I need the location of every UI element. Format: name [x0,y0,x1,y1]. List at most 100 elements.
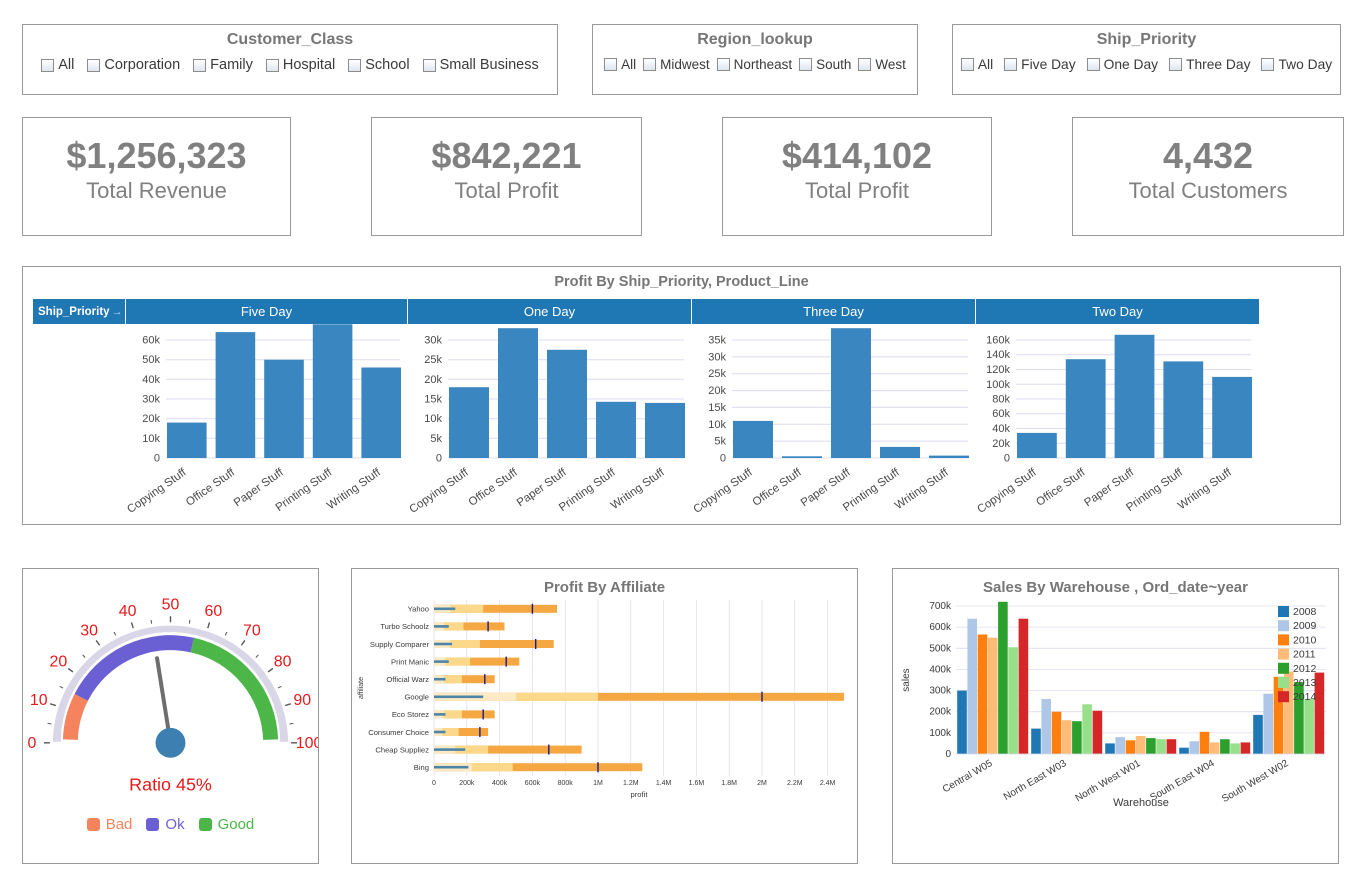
svg-text:400k: 400k [929,664,952,675]
svg-text:1.4M: 1.4M [656,780,672,787]
svg-text:Copying Stuff: Copying Stuff [407,466,471,516]
svg-text:Writing Stuff: Writing Stuff [609,466,668,512]
svg-text:Office Stuff: Office Stuff [1034,466,1088,509]
svg-text:90: 90 [293,692,311,709]
svg-text:1.2M: 1.2M [623,780,639,787]
svg-text:20k: 20k [992,438,1010,450]
svg-text:50: 50 [162,596,180,613]
svg-text:60k: 60k [992,408,1010,420]
svg-text:30k: 30k [142,394,160,406]
svg-text:5k: 5k [430,433,442,445]
svg-text:60: 60 [204,603,222,620]
svg-text:400k: 400k [492,780,508,787]
svg-text:Cheap Suppliez: Cheap Suppliez [375,745,429,754]
svg-text:profit: profit [631,790,649,799]
svg-text:10k: 10k [424,413,442,425]
svg-text:Official Warz: Official Warz [386,675,429,684]
svg-text:40k: 40k [142,374,160,386]
svg-text:120k: 120k [986,364,1010,376]
svg-text:80k: 80k [992,394,1010,406]
svg-text:30k: 30k [708,351,726,363]
svg-text:North East W03: North East W03 [1002,758,1069,803]
svg-text:5k: 5k [714,436,726,448]
svg-text:600k: 600k [929,622,952,633]
svg-text:0: 0 [436,453,442,465]
svg-text:Bing: Bing [414,763,429,772]
svg-text:15k: 15k [708,402,726,414]
svg-text:70: 70 [243,623,261,640]
svg-text:15k: 15k [424,394,442,406]
svg-text:20k: 20k [708,385,726,397]
svg-text:Writing Stuff: Writing Stuff [893,466,952,512]
svg-text:0: 0 [945,749,951,760]
svg-text:Office Stuff: Office Stuff [751,466,805,509]
svg-text:1.8M: 1.8M [721,780,737,787]
svg-text:2.4M: 2.4M [820,780,836,787]
svg-text:300k: 300k [929,686,952,697]
svg-text:2.2M: 2.2M [787,780,803,787]
svg-text:Warehouse: Warehouse [1113,797,1169,809]
svg-text:Central W05: Central W05 [941,758,995,796]
svg-text:30k: 30k [424,335,442,347]
svg-text:0: 0 [432,780,436,787]
svg-text:Copying Stuff: Copying Stuff [125,466,189,516]
svg-text:25k: 25k [708,368,726,380]
svg-text:Ratio 45%: Ratio 45% [129,775,212,795]
svg-text:20k: 20k [424,374,442,386]
svg-text:700k: 700k [929,601,952,612]
svg-text:40k: 40k [992,423,1010,435]
svg-text:500k: 500k [929,643,952,654]
svg-text:2012: 2012 [1293,663,1317,675]
svg-text:200k: 200k [459,780,475,787]
svg-text:0: 0 [720,453,726,465]
svg-text:2009: 2009 [1293,620,1317,632]
svg-text:25k: 25k [424,354,442,366]
svg-text:Office Stuff: Office Stuff [184,466,238,509]
svg-text:0: 0 [1004,453,1010,465]
svg-text:Copying Stuff: Copying Stuff [975,466,1039,516]
svg-text:South West W02: South West W02 [1220,758,1291,805]
svg-text:30: 30 [80,623,98,640]
svg-text:0: 0 [28,735,37,752]
svg-text:Yahoo: Yahoo [408,605,429,614]
svg-text:100k: 100k [929,728,952,739]
svg-text:Writing Stuff: Writing Stuff [325,466,384,512]
svg-text:10: 10 [30,692,48,709]
svg-text:160k: 160k [986,335,1010,347]
svg-text:Print Manic: Print Manic [391,657,429,666]
svg-text:10k: 10k [708,419,726,431]
svg-text:2014: 2014 [1293,691,1317,703]
svg-text:2008: 2008 [1293,606,1317,618]
svg-text:10k: 10k [142,433,160,445]
svg-text:Copying Stuff: Copying Stuff [691,466,755,516]
svg-text:affiliate: affiliate [358,677,365,699]
svg-text:600k: 600k [525,780,541,787]
svg-text:Google: Google [405,693,430,702]
svg-text:50k: 50k [142,354,160,366]
svg-text:100k: 100k [986,379,1010,391]
svg-text:Eco Storez: Eco Storez [392,710,429,719]
svg-text:2010: 2010 [1293,634,1317,646]
svg-text:2011: 2011 [1293,649,1316,661]
svg-text:Writing Stuff: Writing Stuff [1176,466,1235,512]
svg-text:2M: 2M [757,780,767,787]
svg-text:Consumer Choice: Consumer Choice [368,728,429,737]
svg-text:2013: 2013 [1293,677,1317,689]
svg-text:60k: 60k [142,335,160,347]
svg-text:Office Stuff: Office Stuff [467,466,521,509]
svg-text:sales: sales [901,668,912,691]
svg-text:20k: 20k [142,413,160,425]
svg-text:800k: 800k [558,780,574,787]
svg-text:Supply Comparer: Supply Comparer [370,640,430,649]
svg-text:Turbo Schoolz: Turbo Schoolz [380,622,429,631]
svg-text:40: 40 [119,603,137,620]
svg-text:1M: 1M [593,780,603,787]
svg-text:200k: 200k [929,707,952,718]
svg-text:35k: 35k [708,335,726,347]
svg-text:1.6M: 1.6M [689,780,705,787]
svg-text:100: 100 [296,735,318,752]
svg-text:80: 80 [274,653,292,670]
svg-text:20: 20 [50,653,68,670]
svg-text:140k: 140k [986,349,1010,361]
svg-text:0: 0 [154,453,160,465]
